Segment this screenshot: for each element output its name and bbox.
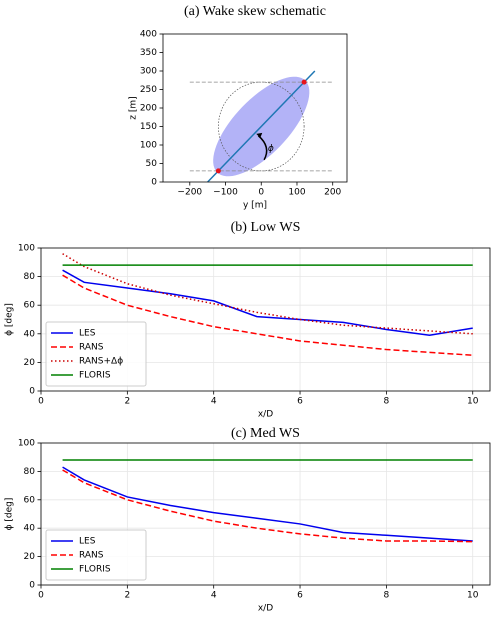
legend-label: FLORIS — [79, 565, 111, 575]
y-tick-label: 20 — [24, 358, 36, 368]
y-tick-label: 200 — [140, 104, 157, 114]
series-line — [62, 253, 473, 335]
y-tick-label: 250 — [140, 85, 157, 95]
legend-label: LES — [79, 537, 96, 547]
y-tick-label: 20 — [24, 552, 36, 562]
y-tick-label: 50 — [146, 159, 158, 169]
y-tick-label: 80 — [24, 272, 36, 282]
legend-label: RANS — [79, 343, 104, 353]
y-tick-label: 40 — [24, 524, 36, 534]
y-tick-label: 150 — [140, 122, 157, 132]
series-line — [62, 469, 473, 543]
arrow-head — [256, 132, 263, 138]
x-axis-label: x/D — [258, 410, 273, 420]
x-axis-label: x/D — [258, 604, 273, 614]
chart-title: (a) Wake skew schematic — [184, 4, 326, 19]
x-axis-label: y [m] — [243, 201, 267, 211]
panel: (c) Med WSx/Dϕ [deg]0 2 4 6 8 10020406080100L… — [5, 426, 491, 614]
y-tick-label: 0 — [29, 581, 35, 591]
y-tick-label: 400 — [140, 30, 157, 40]
y-tick-label: 80 — [24, 467, 36, 477]
series-line — [62, 274, 473, 356]
point — [215, 168, 221, 174]
y-tick-label: 60 — [24, 495, 36, 505]
series-line — [62, 466, 473, 542]
rotor-circle — [218, 81, 305, 172]
x-tick-label: 6 — [297, 397, 303, 407]
x-tick-label: 200 — [324, 188, 341, 198]
legend-label: FLORIS — [79, 371, 111, 381]
y-tick-label: 40 — [24, 329, 36, 339]
angle-label: ϕ — [268, 144, 274, 154]
x-tick-label: −200 — [177, 188, 202, 198]
x-tick-label: 10 — [467, 397, 479, 407]
chart-title: (c) Med WS — [231, 426, 300, 441]
legend-label: RANS+Δϕ — [79, 357, 123, 367]
plot-frame — [40, 442, 491, 586]
y-tick-label: 100 — [18, 244, 35, 254]
y-axis-label: ϕ [deg] — [5, 303, 15, 336]
y-tick-label: 100 — [140, 141, 157, 151]
series-line — [62, 269, 473, 336]
panel: (b) Low WSx/Dϕ [deg]0 2 4 6 8 10020406080100L… — [5, 220, 491, 420]
x-tick-label: 2 — [124, 397, 130, 407]
x-tick-label: −100 — [213, 188, 238, 198]
y-tick-label: 100 — [18, 439, 35, 449]
x-tick-label: 4 — [211, 397, 217, 407]
chart-title: (b) Low WS — [231, 220, 301, 235]
x-tick-label: 100 — [288, 188, 305, 198]
point — [301, 79, 307, 85]
y-tick-label: 300 — [140, 67, 157, 77]
x-tick-label: 0 — [258, 188, 264, 198]
y-tick-label: 60 — [24, 301, 36, 311]
x-tick-label: 10 — [467, 591, 479, 601]
legend-label: LES — [79, 329, 96, 339]
x-tick-label: 4 — [211, 591, 217, 601]
x-tick-label: 8 — [384, 591, 390, 601]
x-tick-label: 8 — [384, 397, 390, 407]
legend-box — [45, 529, 147, 581]
y-tick-label: 350 — [140, 48, 157, 58]
legend-box — [45, 321, 147, 387]
x-tick-label: 0 — [38, 397, 44, 407]
x-tick-label: 6 — [297, 591, 303, 601]
plot-frame — [162, 33, 348, 183]
y-tick-label: 0 — [151, 178, 157, 188]
y-axis-label: ϕ [deg] — [5, 498, 15, 531]
x-tick-label: 2 — [124, 591, 130, 601]
x-tick-label: 0 — [38, 591, 44, 601]
panel: (a) Wake skew schematic y [m] z [m] −200 −10… — [129, 4, 348, 211]
legend-label: RANS — [79, 551, 104, 561]
plot-frame — [40, 247, 491, 392]
y-axis-label: z [m] — [129, 96, 139, 119]
y-tick-label: 0 — [29, 387, 35, 397]
skew-line — [207, 70, 316, 183]
